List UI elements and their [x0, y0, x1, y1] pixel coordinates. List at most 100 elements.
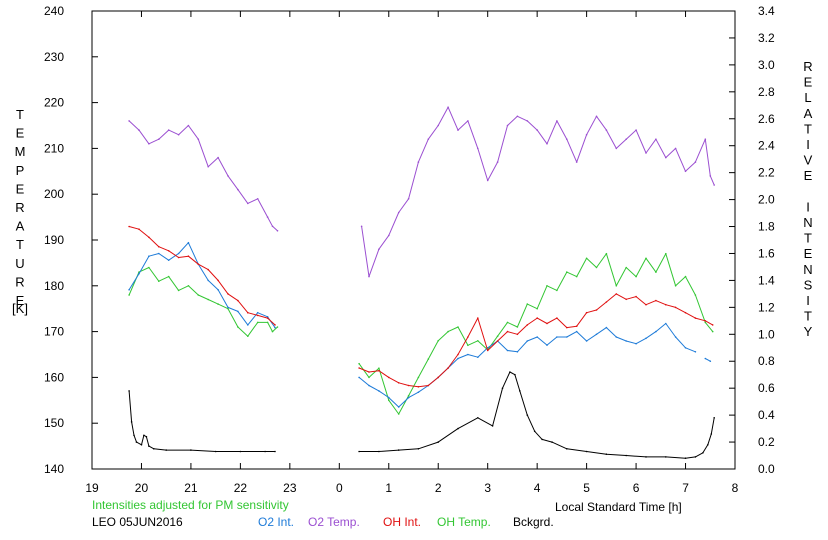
data-point-bckgrd: [153, 448, 155, 450]
data-point-o2-temp: [417, 161, 420, 163]
right-axis-letter: S: [804, 277, 813, 292]
data-point-o2-int: [128, 289, 130, 291]
data-point-oh-temp: [417, 376, 420, 379]
data-point-o2-temp: [128, 120, 130, 122]
right-axis-letter: T: [804, 309, 812, 324]
data-point-oh-int: [427, 384, 430, 387]
data-point-oh-temp: [556, 289, 558, 292]
data-point-o2-temp: [585, 133, 588, 136]
data-point-oh-temp: [635, 275, 637, 278]
legend-item: O2 Temp.: [308, 515, 360, 529]
data-point-o2-temp: [197, 138, 200, 140]
data-point-o2-int: [217, 289, 219, 291]
y-right-tick-label: 0.2: [758, 435, 775, 449]
data-point-bckgrd: [358, 450, 360, 453]
data-point-oh-int: [237, 299, 239, 302]
y-left-tick-label: 230: [44, 50, 64, 64]
data-point-oh-int: [397, 382, 400, 384]
y-right-tick-label: 2.6: [758, 112, 775, 126]
data-point-bckgrd: [274, 450, 276, 453]
data-point-o2-temp: [457, 129, 459, 131]
data-point-o2-temp: [546, 143, 548, 145]
data-point-oh-int: [575, 325, 578, 328]
right-axis-letter: L: [804, 90, 811, 105]
data-point-o2-int: [274, 326, 276, 329]
data-point-oh-temp: [605, 252, 608, 255]
data-point-o2-temp: [227, 175, 229, 177]
data-point-bckgrd: [645, 456, 647, 458]
data-point-o2-temp: [148, 143, 150, 145]
data-point-o2-int: [407, 396, 410, 399]
y-right-tick-label: 3.0: [758, 58, 775, 72]
data-point-o2-temp: [625, 138, 627, 140]
y-left-tick-label: 210: [44, 141, 64, 155]
data-point-o2-temp: [187, 124, 190, 127]
data-point-o2-int: [256, 311, 259, 314]
data-point-bckgrd: [437, 441, 440, 443]
data-point-o2-temp: [704, 138, 707, 140]
data-point-o2-int: [477, 356, 479, 359]
data-point-oh-temp: [615, 285, 618, 287]
y-right-tick-label: 0.0: [758, 462, 775, 476]
y-left-tick-label: 240: [44, 4, 64, 18]
data-point-o2-int: [635, 342, 637, 345]
x-tick-label: 20: [135, 481, 149, 495]
data-point-oh-temp: [427, 358, 430, 360]
y-left-tick-label: 220: [44, 96, 64, 110]
left-axis-letter: P: [16, 163, 25, 178]
data-point-o2-int: [585, 340, 588, 342]
data-point-bckgrd: [148, 445, 150, 447]
data-point-o2-temp: [427, 138, 430, 140]
y-right-tick-label: 0.8: [758, 354, 775, 368]
data-point-o2-int: [247, 324, 249, 326]
data-point-oh-temp: [447, 330, 449, 333]
x-tick-label: 7: [682, 481, 689, 495]
data-point-o2-temp: [566, 138, 568, 140]
left-axis-letter: U: [15, 256, 24, 271]
right-axis-letter: I: [806, 199, 810, 214]
data-point-o2-temp: [694, 161, 697, 163]
right-axis-letter: T: [804, 231, 812, 246]
legend-item: Bckgrd.: [513, 515, 554, 529]
data-point-oh-temp: [227, 307, 229, 310]
data-point-bckgrd: [378, 450, 380, 453]
right-axis-letter: V: [804, 153, 813, 168]
y-right-tick-label: 2.4: [758, 139, 775, 153]
data-point-oh-int: [227, 293, 229, 295]
data-point-bckgrd: [566, 448, 568, 450]
data-point-o2-temp: [271, 225, 274, 228]
data-point-o2-temp: [684, 170, 687, 173]
left-axis-letter: E: [16, 293, 25, 308]
data-point-o2-int: [368, 384, 370, 387]
data-point-o2-temp: [575, 161, 578, 163]
data-point-oh-temp: [684, 275, 687, 278]
data-point-oh-temp: [674, 285, 677, 287]
data-point-oh-temp: [665, 252, 667, 255]
data-point-oh-int: [447, 367, 449, 369]
data-point-o2-temp: [477, 147, 479, 150]
data-point-oh-int: [635, 295, 637, 298]
data-point-oh-temp: [388, 399, 390, 402]
right-axis-letter: Y: [804, 324, 813, 339]
data-point-o2-int: [625, 340, 627, 342]
data-point-o2-int: [158, 252, 160, 255]
right-axis-letter: I: [806, 293, 810, 308]
legend-item: OH Temp.: [437, 515, 491, 529]
data-point-oh-temp: [247, 335, 249, 338]
data-point-o2-temp: [447, 106, 449, 108]
x-tick-label: 23: [283, 481, 297, 495]
data-point-oh-int: [585, 311, 588, 314]
left-axis-letter: E: [16, 126, 25, 141]
legend-item: OH Int.: [383, 515, 421, 529]
data-point-bckgrd: [551, 441, 553, 443]
x-tick-label: 19: [85, 481, 99, 495]
data-point-o2-temp: [256, 198, 259, 200]
annotation-pm-sensitivity: Intensities adjusted for PM sensitivity: [92, 498, 289, 512]
data-point-oh-temp: [711, 330, 714, 333]
data-point-o2-temp: [397, 211, 400, 214]
data-point-o2-temp: [360, 225, 363, 228]
data-point-oh-temp: [546, 285, 548, 287]
data-point-oh-int: [645, 303, 647, 306]
data-point-o2-temp: [407, 198, 410, 200]
